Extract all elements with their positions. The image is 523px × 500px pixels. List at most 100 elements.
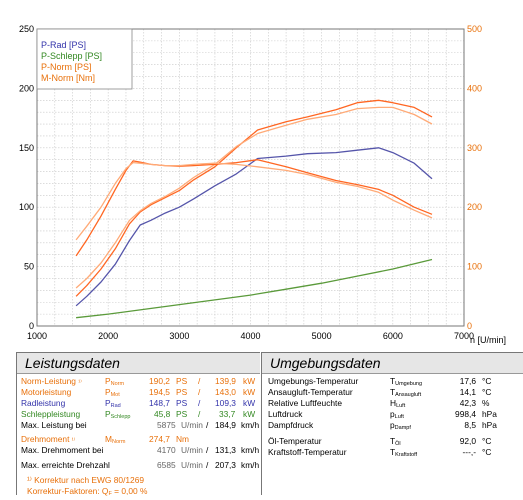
umgebung-unit: °C — [482, 436, 492, 447]
umgebung-row: Kraftstoff-Temperatur TKraftstoff ---,- °C — [266, 447, 523, 458]
series-line-p-norm-ps-2 — [75, 99, 433, 297]
row-motorleistung: Motorleistung PMot 194,5 PS / 143,0 kW — [21, 387, 260, 398]
motorleistung-sep: / — [198, 386, 201, 397]
schleppleistung-ps-unit: PS — [176, 408, 188, 419]
x-tick-label: 5000 — [312, 331, 332, 341]
umgebung-symbol: TKraftstoff — [390, 447, 418, 459]
umgebung-symbol: HLuft — [390, 397, 406, 409]
max-leistung-sep: / — [206, 419, 209, 430]
max-leistung-label: Max. Leistung bei — [21, 419, 87, 430]
umgebung-label: Kraftstoff-Temperatur — [268, 447, 347, 458]
motorleistung-kw-unit: kW — [243, 386, 256, 397]
umgebung-label: Relative Luftfeuchte — [268, 397, 343, 408]
y-right-tick-label: 100 — [467, 262, 482, 272]
x-tick-label: 6000 — [383, 331, 403, 341]
umgebung-value: 17,6 — [459, 376, 476, 386]
schleppleistung-symbol: PSchlepp — [105, 408, 131, 420]
umgebung-row: Öl-Temperatur TÖl 92,0 °C — [266, 436, 523, 447]
max-drehmoment-sep: / — [206, 445, 209, 456]
umgebung-value: 998,4 — [455, 408, 476, 419]
umgebung-unit: % — [482, 397, 490, 408]
radleistung-ps-unit: PS — [176, 397, 188, 408]
row-korrektur-faktor: Korrektur-Faktoren: QF = 0,00 % — [21, 486, 260, 497]
y-right-tick-label: 0 — [467, 321, 472, 331]
max-leistung-rpm-unit: U/min — [181, 419, 203, 430]
norm-leistung-ps-unit: PS — [176, 376, 188, 386]
umgebung-symbol: TUmgebung — [390, 376, 423, 387]
umgebung-symbol: TAnsaugluft — [390, 386, 422, 398]
row-max-drehmoment: Max. Drehmoment bei 4170 U/min / 131,3 k… — [21, 445, 260, 456]
max-drehzahl-rpm: 6585 — [157, 460, 176, 471]
umgebung-label: Dampfdruck — [268, 419, 314, 430]
umgebung-unit: °C — [482, 376, 492, 386]
max-leistung-rpm: 5875 — [157, 419, 176, 430]
series-line-p-norm-ps-3 — [75, 106, 433, 289]
legend-box — [36, 28, 133, 90]
umgebung-unit: hPa — [482, 419, 497, 430]
umgebung-row: Relative Luftfeuchte HLuft 42,3% — [266, 398, 523, 409]
schleppleistung-kw: 33,7 — [219, 408, 236, 419]
radleistung-kw: 109,3 — [215, 397, 236, 408]
legend-m-norm: M-Norm [Nm] — [41, 73, 95, 83]
schleppleistung-label: Schleppleistung — [21, 408, 81, 419]
umgebung-row: Ansaugluft-Temperatur TAnsaugluft 14,1 °C — [266, 387, 523, 398]
umgebung-unit: hPa — [482, 408, 497, 419]
plot-frame — [36, 28, 465, 327]
max-drehzahl-sep: / — [206, 460, 209, 471]
y-right-tick-label: 300 — [467, 143, 482, 153]
umgebung-label: Umgebungs-Temperatur — [268, 376, 359, 386]
x-tick-label: 4000 — [240, 331, 260, 341]
max-drehzahl-label: Max. erreichte Drehzahl — [21, 460, 110, 471]
y-left-tick-label: 0 — [29, 321, 34, 331]
max-drehzahl-rpm-unit: U/min — [181, 460, 203, 471]
x-tick-label: 3000 — [169, 331, 189, 341]
motorleistung-label: Motorleistung — [21, 386, 72, 397]
umgebungsdaten-panel: Umgebungsdaten Umgebungs-Temperatur TUmge… — [261, 352, 523, 495]
umgebung-value: 92,0 — [459, 436, 476, 447]
dyno-chart: 1000 2000 3000 4000 5000 6000 7000050100150200… — [19, 24, 506, 345]
max-drehzahl-speed-unit: km/h — [241, 460, 260, 471]
umgebung-label: Luftdruck — [268, 408, 303, 419]
umgebung-label: Ansaugluft-Temperatur — [268, 386, 353, 397]
legend-p-schlepp: P-Schlepp [PS] — [41, 51, 102, 61]
radleistung-kw-unit: kW — [243, 397, 256, 408]
radleistung-sep: / — [198, 397, 201, 408]
y-left-tick-label: 100 — [19, 202, 34, 212]
x-tick-label: 1000 — [27, 331, 47, 341]
series-line-p-schlepp-ps-1 — [76, 258, 433, 319]
y-left-tick-label: 50 — [24, 262, 34, 272]
umgebung-value: 42,3 — [459, 397, 476, 408]
row-radleistung: Radleistung PRad 148,7 PS / 109,3 kW — [21, 398, 260, 409]
motorleistung-kw: 143,0 — [215, 386, 236, 397]
korrektur-faktor: Korrektur-Faktoren: QF = 0,00 % — [27, 486, 148, 498]
umgebung-label: Öl-Temperatur — [268, 436, 322, 447]
series-line-p-rad-ps-0 — [75, 147, 433, 307]
umgebung-row: Umgebungs-Temperatur TUmgebung 17,6 °C — [266, 376, 523, 387]
radleistung-label: Radleistung — [21, 397, 66, 408]
norm-leistung-symbol: PNorm — [105, 376, 125, 387]
row-max-drehzahl: Max. erreichte Drehzahl 6585 U/min / 207… — [21, 460, 260, 471]
korrektur-note: ¹⁾ Korrektur nach EWG 80/1269 — [27, 475, 145, 486]
norm-leistung-ps: 190,2 — [149, 376, 170, 386]
max-drehmoment-label: Max. Drehmoment bei — [21, 445, 104, 456]
max-drehmoment-rpm: 4170 — [157, 445, 176, 456]
max-leistung-speed-unit: km/h — [241, 419, 260, 430]
leistungsdaten-title: Leistungsdaten — [17, 353, 260, 374]
schleppleistung-ps: 45,8 — [154, 408, 171, 419]
umgebung-symbol: pDampf — [390, 419, 411, 431]
max-drehmoment-speed-unit: km/h — [241, 445, 260, 456]
x-tick-label: 2000 — [98, 331, 118, 341]
umgebung-symbol: TÖl — [390, 436, 401, 448]
legend: P-Rad [PS] P-Schlepp [PS] P-Norm [PS] M-… — [36, 28, 133, 90]
umgebung-value: ---,- — [462, 447, 476, 458]
chart-ticks: 1000 2000 3000 4000 5000 6000 7000050100150200… — [19, 24, 482, 341]
umgebung-value: 14,1 — [459, 386, 476, 397]
max-drehmoment-speed: 131,3 — [215, 445, 236, 456]
umgebung-row: Dampfdruck pDampf 8,5 hPa — [266, 420, 523, 431]
y-right-tick-label: 500 — [467, 24, 482, 34]
schleppleistung-kw-unit: kW — [243, 408, 256, 419]
x-tick-label: 7000 — [454, 331, 474, 341]
umgebung-value: 8,5 — [464, 419, 476, 430]
umgebung-unit: °C — [482, 386, 492, 397]
max-drehmoment-rpm-unit: U/min — [181, 445, 203, 456]
